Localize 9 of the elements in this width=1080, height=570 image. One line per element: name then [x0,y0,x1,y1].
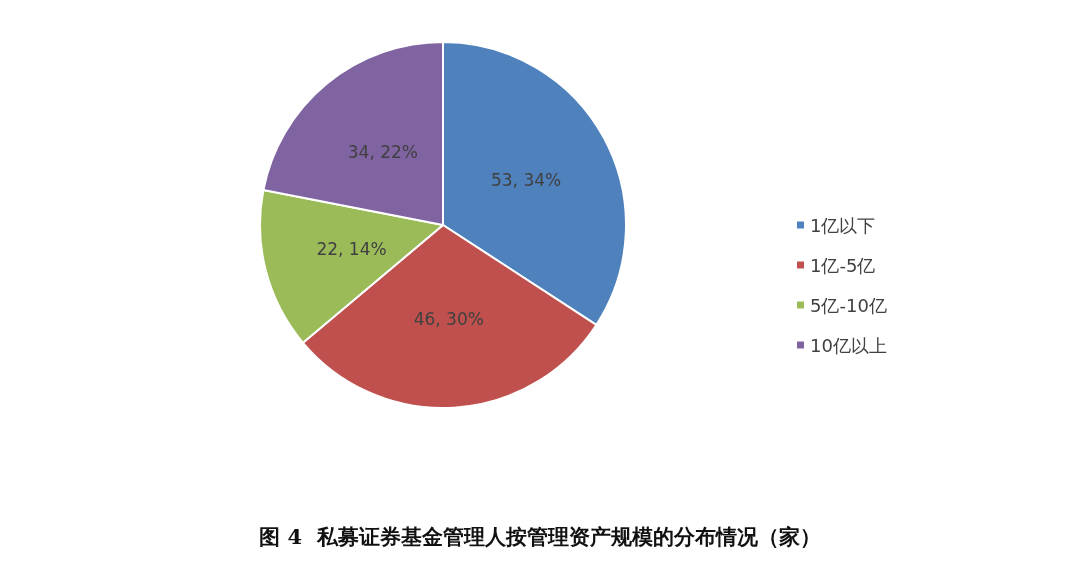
data-label: 22, 14% [316,238,387,259]
data-label: 53, 34% [490,169,562,190]
data-label: 46, 30% [413,309,484,330]
legend-label: 1亿以下 [810,214,876,236]
legend-label: 1亿-5亿 [810,254,876,276]
text: 图 4 私募证券基金管理人按管理资产规模的分布情况（家） [259,524,821,549]
legend-label: 5亿-10亿 [810,294,887,316]
legend-label: 10亿以上 [810,334,887,356]
data-label: 34, 22% [347,142,419,163]
